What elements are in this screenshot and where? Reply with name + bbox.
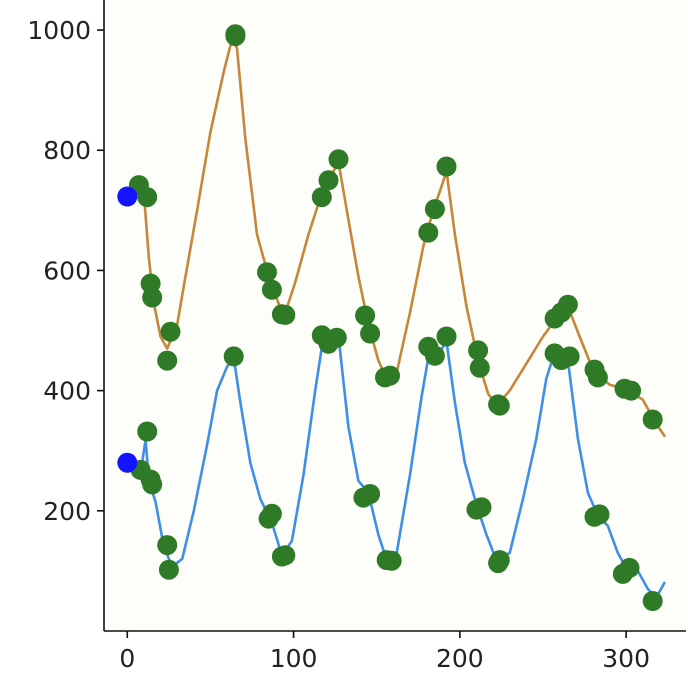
data-point [587,367,608,388]
data-point [621,380,642,401]
data-point [642,591,663,611]
x-tick-label: 100 [270,644,318,673]
data-point [380,365,400,386]
data-point [471,497,492,518]
data-point [360,484,381,504]
data-point [261,503,282,524]
data-point [137,187,158,208]
data-point [424,345,445,366]
data-point [436,326,457,347]
data-point [328,149,349,170]
data-point [275,545,296,566]
start-point [117,452,138,473]
x-tick-label: 200 [436,644,484,673]
data-point [326,327,347,348]
data-point [360,323,381,344]
data-point [257,262,277,283]
data-point [381,550,402,571]
data-point [318,170,339,191]
y-tick-label: 800 [43,136,91,165]
data-point [468,340,489,361]
data-point [157,350,178,371]
data-point [225,26,246,47]
y-tick-label: 1000 [27,16,91,45]
data-point [489,550,510,571]
data-point [355,305,376,326]
plot-area [104,0,686,631]
data-point [275,304,296,325]
data-point [261,279,282,300]
data-point [489,395,510,416]
data-point [589,504,610,525]
data-point [142,287,163,308]
y-tick-label: 400 [43,377,91,406]
y-tick-label: 200 [43,497,91,526]
data-point [223,346,244,367]
data-point [311,187,332,208]
data-point [559,346,580,367]
x-tick-label: 0 [119,644,135,673]
x-tick-label: 300 [602,644,650,673]
data-point [137,421,158,442]
data-point [158,559,179,580]
data-point [436,156,457,177]
data-point [418,222,439,243]
axes: 200 400 600 800 1000 0 100 200 300 [27,0,686,673]
start-point [117,186,138,207]
data-point [424,199,445,220]
y-tick-label: 600 [43,256,91,285]
data-point [160,321,181,342]
data-point [557,294,578,315]
data-point [157,535,178,556]
data-point [642,409,663,430]
data-points [117,24,663,611]
data-point [142,474,163,495]
data-point [469,357,490,378]
data-point [619,557,640,578]
